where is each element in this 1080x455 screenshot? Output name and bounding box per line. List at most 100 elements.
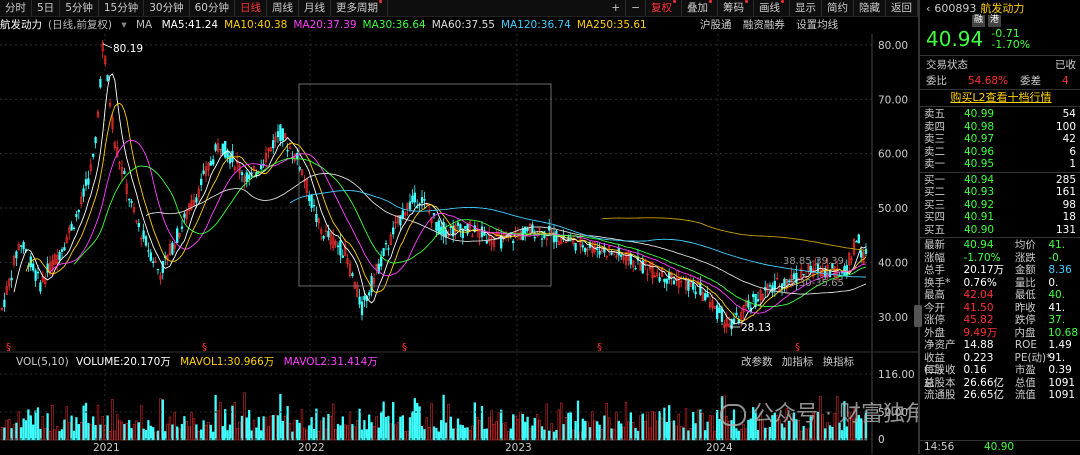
- set-ma-link[interactable]: 设置均线: [796, 19, 839, 31]
- panel-collapse-handle[interactable]: [914, 305, 922, 327]
- volume-bar: [12, 424, 16, 441]
- volume-bar: [809, 416, 812, 441]
- volume-bar: [173, 412, 176, 441]
- volume-bar: [456, 418, 460, 441]
- bids-row[interactable]: 买一 40.94 285: [924, 174, 1078, 187]
- period-5[interactable]: 60分钟: [190, 0, 235, 16]
- watermark: 公众号 · 财富独角兽: [720, 396, 949, 428]
- y-tick: 30.00: [878, 312, 908, 324]
- volume-bar: [53, 429, 56, 441]
- y-tick: 60.00: [878, 149, 908, 161]
- price-chart[interactable]: 80.00 70.00 60.00 50.00 40.00 30.00 2021 2022 20…: [0, 34, 918, 454]
- candle-body: [171, 242, 174, 255]
- volume-bar: [744, 428, 748, 441]
- volume-bar: [72, 430, 76, 441]
- ma-settings-button[interactable]: ▾: [121, 19, 127, 31]
- ma-label: MA: [136, 19, 153, 31]
- candle-body: [274, 136, 277, 142]
- bids-row[interactable]: 买三 40.92 98: [924, 199, 1078, 212]
- webi-label: 委比: [926, 75, 947, 87]
- candle-body: [396, 215, 400, 224]
- candle-body: [622, 256, 625, 260]
- stat-label2: 最低: [1014, 289, 1036, 301]
- wechat-icon: [720, 404, 746, 426]
- volume-bar: [804, 428, 808, 441]
- volume-bar: [581, 418, 584, 441]
- candle-body: [720, 308, 724, 322]
- tool-8[interactable]: 隐藏: [854, 0, 886, 16]
- candle-body: [408, 201, 412, 210]
- asks-row[interactable]: 卖二 40.96 6: [924, 146, 1078, 159]
- stat-value2: 0.39: [1048, 364, 1072, 376]
- back-button[interactable]: 返回: [886, 0, 918, 16]
- candle-body: [159, 275, 162, 280]
- candle-body: [850, 258, 853, 261]
- candle-body: [3, 299, 6, 308]
- status-value: 已收: [1055, 59, 1076, 71]
- asks-row[interactable]: 卖五 40.99 54: [924, 108, 1078, 121]
- period-9[interactable]: 更多周期: [331, 0, 388, 16]
- period-6[interactable]: 日线: [235, 0, 267, 16]
- l2-link[interactable]: 购买L2查看十档行情: [950, 91, 1052, 104]
- vol-volume: VOLUME:20.170万: [76, 356, 171, 368]
- period-8[interactable]: 月线: [299, 0, 331, 16]
- period-4[interactable]: 30分钟: [144, 0, 190, 16]
- candle-body: [344, 244, 347, 256]
- candle-body: [92, 153, 95, 157]
- period-3[interactable]: 15分钟: [99, 0, 145, 16]
- asks-row[interactable]: 卖三 40.97 42: [924, 133, 1078, 146]
- candle-body: [48, 262, 52, 275]
- volume-bar: [564, 417, 568, 441]
- volume-bar: [509, 428, 512, 441]
- tool-6[interactable]: 显示: [790, 0, 822, 16]
- volume-bar: [848, 411, 851, 441]
- period-7[interactable]: 周线: [267, 0, 299, 16]
- tool-5[interactable]: 画线: [754, 0, 790, 16]
- tool-3[interactable]: 叠加: [682, 0, 718, 16]
- candle-body: [658, 277, 661, 282]
- volume-bar: [759, 413, 762, 441]
- tool-2[interactable]: 复权: [646, 0, 682, 16]
- tool-4[interactable]: 筹码: [718, 0, 754, 16]
- volume-bar: [401, 415, 404, 441]
- bids-label: 买二: [924, 186, 945, 198]
- change-indicator-button[interactable]: 换指标: [822, 356, 855, 368]
- candle-body: [346, 258, 349, 264]
- candle-body: [694, 291, 697, 295]
- bids-row[interactable]: 买五 40.90 131: [924, 224, 1078, 237]
- asks-row[interactable]: 卖一 40.95 1: [924, 158, 1078, 171]
- volume-bar: [96, 404, 100, 441]
- period-2[interactable]: 5分钟: [60, 0, 99, 16]
- candle-body: [533, 237, 536, 239]
- volume-bar: [557, 409, 560, 441]
- volume-bar: [125, 422, 128, 441]
- add-indicator-button[interactable]: 加指标: [781, 356, 814, 368]
- asks-row[interactable]: 卖四 40.98 100: [924, 121, 1078, 134]
- volume-bar: [586, 421, 589, 441]
- edit-param-button[interactable]: 改参数: [741, 356, 773, 368]
- candle-body: [672, 280, 676, 285]
- volume-bar: [44, 428, 47, 441]
- bids-row[interactable]: 买二 40.93 161: [924, 186, 1078, 199]
- tool-7[interactable]: 简约: [822, 0, 854, 16]
- tool-0[interactable]: +: [606, 0, 627, 16]
- period-0[interactable]: 分时: [0, 0, 32, 16]
- stat-label2: 流值: [1014, 389, 1036, 401]
- margin-link[interactable]: 融资融券: [742, 19, 785, 31]
- volume-bar: [632, 422, 635, 441]
- bids-price: 40.93: [964, 186, 995, 198]
- volume-bar: [303, 427, 306, 441]
- stock-title: 航发动力: [980, 2, 1025, 15]
- period-1[interactable]: 5日: [32, 0, 61, 16]
- bids-row[interactable]: 买四 40.91 18: [924, 211, 1078, 224]
- volume-bar: [622, 426, 625, 441]
- back-arrow-icon[interactable]: ‹: [926, 1, 931, 15]
- volume-bar: [435, 427, 438, 441]
- volume-bar: [617, 420, 620, 441]
- candle-body: [809, 265, 812, 272]
- hsgt-link[interactable]: 沪股通: [700, 19, 732, 31]
- candle-body: [144, 236, 148, 246]
- volume-bar: [284, 415, 287, 441]
- candle-body: [816, 263, 820, 272]
- tool-1[interactable]: −: [626, 0, 646, 16]
